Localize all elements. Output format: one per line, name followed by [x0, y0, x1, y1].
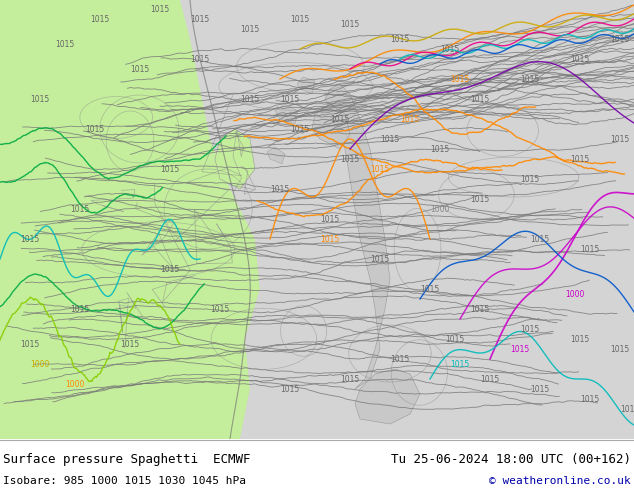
Text: 1015: 1015 [571, 154, 590, 164]
Text: 1015: 1015 [160, 265, 179, 273]
Text: 1015: 1015 [131, 65, 150, 74]
Text: 1015: 1015 [320, 215, 340, 223]
Text: 1015: 1015 [580, 394, 600, 403]
Text: 1015: 1015 [571, 335, 590, 343]
Text: 1015: 1015 [531, 235, 550, 244]
Text: 1015: 1015 [290, 15, 309, 24]
Text: 1015: 1015 [370, 254, 390, 264]
Text: 1015: 1015 [531, 385, 550, 393]
Text: 1015: 1015 [190, 54, 210, 64]
Text: 1015: 1015 [240, 95, 260, 103]
Text: 1015: 1015 [280, 385, 300, 393]
Text: 1000: 1000 [566, 290, 585, 298]
Text: 1015: 1015 [320, 235, 340, 244]
Text: 1015: 1015 [420, 285, 439, 294]
Text: 1015: 1015 [611, 34, 630, 44]
Text: 1015: 1015 [370, 165, 390, 173]
Text: 1015: 1015 [55, 40, 75, 49]
Text: 1015: 1015 [470, 195, 489, 203]
Text: 1015: 1015 [401, 115, 420, 123]
Text: 1015: 1015 [30, 95, 49, 103]
Polygon shape [355, 369, 420, 424]
Text: 1015: 1015 [521, 324, 540, 334]
Polygon shape [312, 104, 350, 149]
Text: 1015: 1015 [190, 15, 210, 24]
Polygon shape [215, 129, 255, 189]
Text: 1015: 1015 [510, 344, 529, 353]
Text: 1015: 1015 [210, 304, 230, 314]
Text: 1015: 1015 [160, 165, 179, 173]
Text: 1015: 1015 [450, 360, 470, 368]
Text: 1015: 1015 [380, 134, 399, 144]
Text: 1015: 1015 [70, 204, 89, 214]
Text: 1015: 1015 [120, 340, 139, 348]
Text: 1015: 1015 [86, 124, 105, 133]
Text: 1015: 1015 [470, 304, 489, 314]
Polygon shape [180, 0, 634, 439]
Text: 1015: 1015 [611, 344, 630, 353]
Polygon shape [297, 77, 315, 94]
Text: 1015: 1015 [430, 145, 450, 153]
Text: 1015: 1015 [521, 174, 540, 183]
Text: 1015: 1015 [270, 185, 290, 194]
Text: 1015: 1015 [571, 54, 590, 64]
Text: 1015: 1015 [20, 340, 39, 348]
Text: 1000: 1000 [30, 360, 49, 368]
Polygon shape [0, 0, 260, 439]
Text: 1015: 1015 [621, 405, 634, 414]
Text: 1015: 1015 [150, 4, 170, 14]
Text: Tu 25-06-2024 18:00 UTC (00+162): Tu 25-06-2024 18:00 UTC (00+162) [391, 453, 631, 466]
Text: 1015: 1015 [481, 374, 500, 384]
Text: 1015: 1015 [340, 20, 359, 28]
Text: Surface pressure Spaghetti  ECMWF: Surface pressure Spaghetti ECMWF [3, 453, 250, 466]
Text: 1015: 1015 [340, 154, 359, 164]
Text: 1015: 1015 [450, 74, 470, 83]
Text: 1000: 1000 [430, 204, 450, 214]
Bar [0, 0, 235, 439]
Text: © weatheronline.co.uk: © weatheronline.co.uk [489, 476, 631, 486]
Text: 1015: 1015 [391, 34, 410, 44]
Text: 1015: 1015 [70, 304, 89, 314]
Text: 1015: 1015 [441, 45, 460, 53]
Polygon shape [275, 104, 298, 124]
Text: 1015: 1015 [20, 235, 39, 244]
Text: 1015: 1015 [580, 245, 600, 253]
Text: 1015: 1015 [290, 124, 309, 133]
Text: 1015: 1015 [391, 354, 410, 364]
Text: 1015: 1015 [521, 74, 540, 83]
Text: 1015: 1015 [445, 335, 465, 343]
Text: 1015: 1015 [91, 15, 110, 24]
Text: Isobare: 985 1000 1015 1030 1045 hPa: Isobare: 985 1000 1015 1030 1045 hPa [3, 476, 246, 486]
Polygon shape [325, 84, 390, 389]
Polygon shape [267, 147, 285, 164]
Text: 1015: 1015 [470, 95, 489, 103]
Text: 1015: 1015 [330, 115, 349, 123]
Text: 1015: 1015 [280, 95, 300, 103]
Text: 1015: 1015 [240, 24, 260, 33]
Text: 1000: 1000 [65, 379, 85, 389]
Text: 1015: 1015 [340, 374, 359, 384]
Text: 1015: 1015 [611, 134, 630, 144]
